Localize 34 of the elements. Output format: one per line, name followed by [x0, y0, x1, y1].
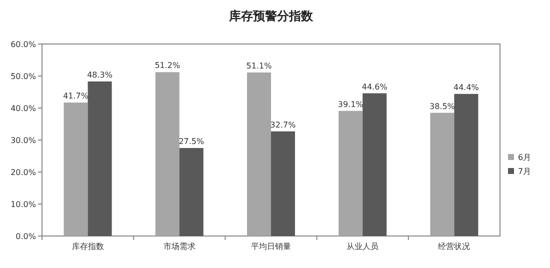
y-tick-label: 10.0% — [10, 200, 36, 209]
bar — [338, 110, 363, 236]
y-tick-label: 40.0% — [10, 104, 36, 113]
data-label: 51.2% — [154, 61, 180, 70]
data-label: 48.3% — [87, 70, 113, 80]
x-tick-label: 平均日销量 — [251, 242, 291, 251]
bar — [247, 72, 271, 236]
data-label: 27.5% — [178, 137, 204, 146]
legend-label: 7月 — [518, 167, 532, 176]
x-tick-label: 库存指数 — [72, 242, 104, 251]
y-tick-label: 60.0% — [10, 40, 36, 49]
bar — [362, 93, 387, 236]
bar — [454, 94, 478, 236]
bar — [88, 81, 112, 236]
data-label: 32.7% — [270, 120, 296, 130]
y-tick-label: 20.0% — [10, 168, 36, 177]
data-label: 44.6% — [362, 82, 388, 92]
x-tick-label: 从业人员 — [346, 242, 379, 251]
legend-label: 6月 — [518, 153, 532, 162]
y-tick-label: 0.0% — [16, 232, 36, 241]
chart-title: 库存预警分指数 — [228, 9, 314, 23]
bar — [179, 148, 204, 236]
y-tick-label: 50.0% — [10, 72, 36, 81]
x-tick-label: 经营状况 — [438, 242, 470, 251]
x-tick-label: 市场需求 — [163, 242, 196, 251]
bar — [271, 131, 295, 236]
bar — [430, 112, 454, 236]
bar — [64, 102, 88, 236]
y-tick-label: 30.0% — [10, 136, 36, 145]
data-label: 51.1% — [246, 61, 272, 70]
data-label: 44.4% — [453, 82, 480, 92]
data-label: 38.5% — [429, 102, 456, 111]
data-label: 41.7% — [63, 92, 89, 101]
bar — [155, 72, 180, 236]
